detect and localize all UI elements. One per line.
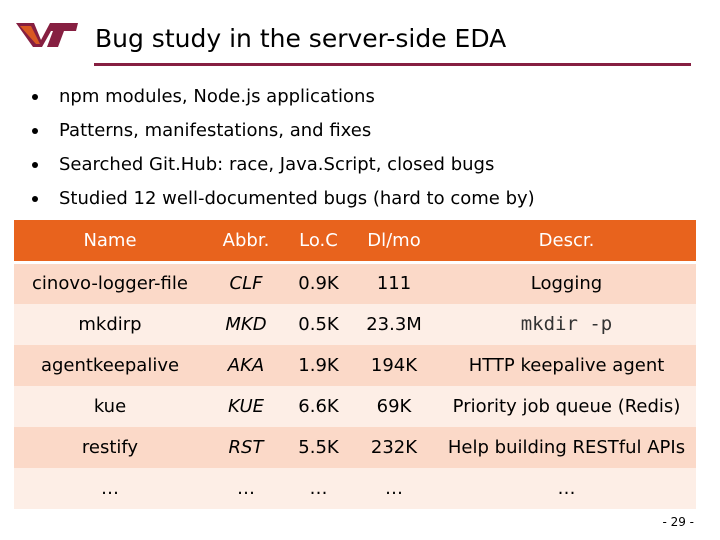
- bullet-item: Searched Git.Hub: race, Java.Script, clo…: [30, 148, 535, 182]
- cell-abbr: KUE: [206, 385, 286, 427]
- cell-loc: 1.9K: [286, 344, 351, 386]
- cell-loc: …: [286, 467, 351, 509]
- cell-abbr: MKD: [206, 303, 286, 345]
- cell-name: mkdirp: [14, 303, 206, 345]
- header-abbr: Abbr.: [206, 220, 286, 264]
- cell-loc: 6.6K: [286, 385, 351, 427]
- cell-abbr: …: [206, 467, 286, 509]
- cell-name: cinovo-logger-file: [14, 262, 206, 304]
- header-downloads: Dl/mo: [351, 220, 437, 264]
- header-loc: Lo.C: [286, 220, 351, 264]
- cell-downloads: 232K: [351, 426, 437, 468]
- bullet-item: npm modules, Node.js applications: [30, 80, 535, 114]
- cell-name: kue: [14, 385, 206, 427]
- cell-description: …: [437, 467, 696, 509]
- cell-downloads: 69K: [351, 385, 437, 427]
- cell-description: Help building RESTful APIs: [437, 426, 696, 468]
- bullet-list: npm modules, Node.js applications Patter…: [30, 80, 535, 216]
- table-row: … … … … …: [14, 467, 696, 509]
- cell-name: …: [14, 467, 206, 509]
- cell-loc: 0.5K: [286, 303, 351, 345]
- table-row: cinovo-logger-file CLF 0.9K 111 Logging: [14, 262, 696, 304]
- table-row: agentkeepalive AKA 1.9K 194K HTTP keepal…: [14, 344, 696, 386]
- cell-downloads: 111: [351, 262, 437, 304]
- cell-downloads: …: [351, 467, 437, 509]
- cell-abbr: RST: [206, 426, 286, 468]
- header-name: Name: [14, 220, 206, 264]
- header-description: Descr.: [437, 220, 696, 264]
- title-underline: [94, 63, 691, 66]
- page-number: - 29 -: [662, 515, 694, 529]
- cell-downloads: 23.3M: [351, 303, 437, 345]
- table-row: mkdirp MKD 0.5K 23.3M mkdir -p: [14, 303, 696, 345]
- vt-logo: [16, 23, 78, 47]
- cell-description: Priority job queue (Redis): [437, 385, 696, 427]
- bug-study-table: Name Abbr. Lo.C Dl/mo Descr. cinovo-logg…: [14, 220, 696, 509]
- cell-description: mkdir -p: [437, 303, 696, 345]
- cell-name: restify: [14, 426, 206, 468]
- cell-abbr: CLF: [206, 262, 286, 304]
- cell-description: HTTP keepalive agent: [437, 344, 696, 386]
- table-row: restify RST 5.5K 232K Help building REST…: [14, 426, 696, 468]
- bullet-item: Patterns, manifestations, and fixes: [30, 114, 535, 148]
- table-row: kue KUE 6.6K 69K Priority job queue (Red…: [14, 385, 696, 427]
- cell-description: Logging: [437, 262, 696, 304]
- cell-abbr: AKA: [206, 344, 286, 386]
- table-header-row: Name Abbr. Lo.C Dl/mo Descr.: [14, 220, 696, 264]
- slide-title: Bug study in the server-side EDA: [95, 24, 507, 53]
- cell-loc: 0.9K: [286, 262, 351, 304]
- bullet-item: Studied 12 well-documented bugs (hard to…: [30, 182, 535, 216]
- cell-downloads: 194K: [351, 344, 437, 386]
- cell-name: agentkeepalive: [14, 344, 206, 386]
- cell-loc: 5.5K: [286, 426, 351, 468]
